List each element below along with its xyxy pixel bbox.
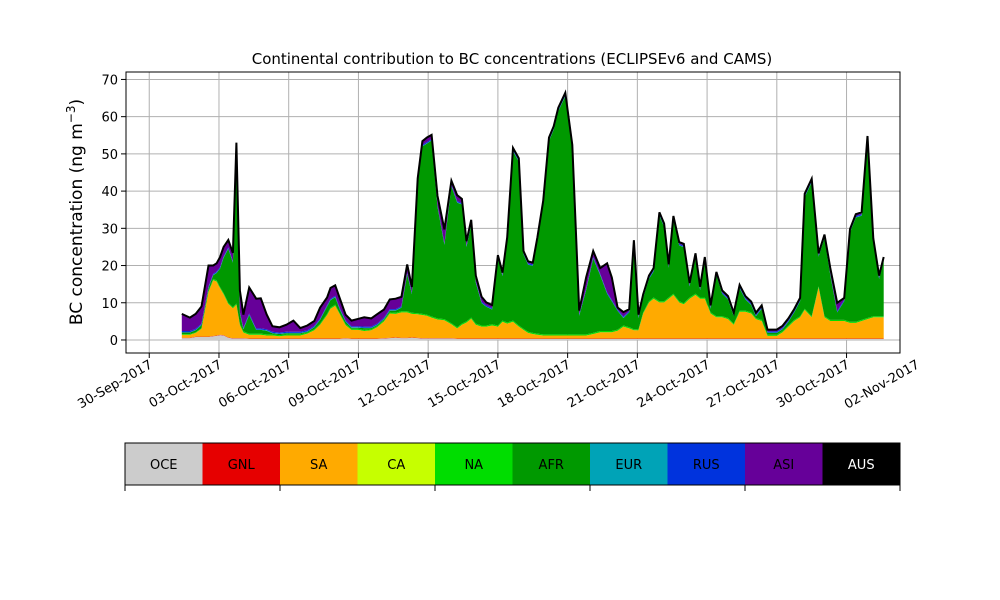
total-line	[181, 89, 885, 331]
stacked-areas	[181, 92, 884, 340]
x-tick-label: 24-Oct-2017	[635, 357, 713, 411]
x-tick-label: 30-Sep-2017	[75, 357, 155, 412]
legend-label-aus: AUS	[848, 458, 875, 473]
legend-swatch-na	[435, 443, 513, 485]
legend-label-eur: EUR	[615, 458, 642, 473]
x-axis: 30-Sep-201703-Oct-201706-Oct-201709-Oct-…	[75, 353, 922, 412]
y-tick-label: 50	[101, 148, 118, 163]
x-tick-label: 21-Oct-2017	[565, 357, 643, 411]
y-tick-label: 30	[101, 222, 118, 237]
y-axis-label-close: )	[67, 99, 87, 106]
x-tick-label: 15-Oct-2017	[425, 357, 503, 411]
legend-label-gnl: GNL	[228, 458, 256, 473]
y-axis-label-text: BC concentration (ng m	[67, 123, 87, 325]
legend-swatch-afr	[512, 443, 590, 485]
y-axis: 0 10 20 30 40 50 60 70	[101, 73, 126, 349]
y-tick-label: 40	[101, 185, 118, 200]
legend-swatch-oce	[125, 443, 203, 485]
x-tick-label: 03-Oct-2017	[147, 357, 225, 411]
legend-label-ca: CA	[387, 458, 405, 473]
legend-label-na: NA	[464, 458, 483, 473]
legend-colorbar: OCE GNL SA CA NA AFR EUR RUS ASI AUS	[124, 442, 901, 491]
legend-swatch-eur	[590, 443, 668, 485]
x-tick-label: 30-Oct-2017	[774, 357, 852, 411]
x-tick-label: 18-Oct-2017	[495, 357, 573, 411]
x-tick-label: 09-Oct-2017	[286, 357, 364, 411]
y-tick-label: 0	[110, 334, 118, 349]
x-tick-label: 12-Oct-2017	[356, 357, 434, 411]
chart-title: Continental contribution to BC concentra…	[252, 50, 773, 68]
y-axis-label-exponent: −3	[64, 105, 78, 123]
y-tick-label: 10	[101, 297, 118, 312]
area-oce	[181, 335, 884, 340]
legend-label-rus: RUS	[693, 458, 720, 473]
x-tick-label: 02-Nov-2017	[842, 357, 922, 412]
legend-label-sa: SA	[310, 458, 327, 473]
legend-label-oce: OCE	[150, 458, 178, 473]
y-tick-label: 70	[101, 73, 118, 88]
legend-swatch-sa	[280, 443, 358, 485]
legend-label-afr: AFR	[539, 458, 564, 473]
y-tick-label: 60	[101, 111, 118, 126]
legend-swatch-ca	[357, 443, 435, 485]
x-tick-label: 27-Oct-2017	[704, 357, 782, 411]
legend-frame	[124, 442, 901, 486]
legend-label-asi: ASI	[773, 458, 794, 473]
plot-frame	[125, 71, 901, 354]
y-axis-label: BC concentration (ng m−3)	[64, 99, 87, 325]
y-tick-label: 20	[101, 260, 118, 275]
area-asi	[181, 92, 884, 333]
x-tick-label: 06-Oct-2017	[216, 357, 294, 411]
legend-swatch-rus	[667, 443, 745, 485]
legend-swatch-gnl	[202, 443, 280, 485]
area-sa	[181, 280, 884, 339]
legend-swatch-asi	[745, 443, 823, 485]
area-afr	[181, 96, 884, 336]
legend-swatch-aus	[822, 443, 900, 485]
